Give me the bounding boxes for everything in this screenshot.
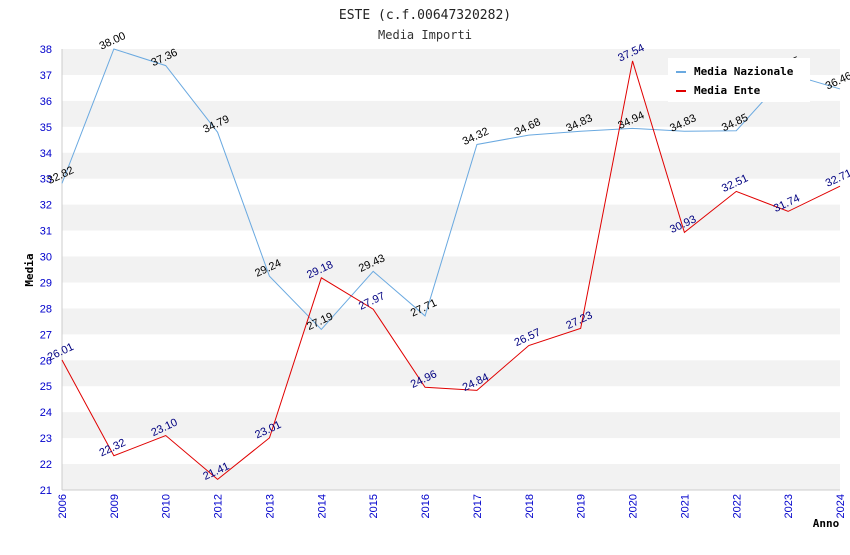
x-tick-label: 2009 xyxy=(109,494,121,518)
y-tick-label: 35 xyxy=(40,122,52,134)
legend-label-media-nazionale: Media Nazionale xyxy=(694,65,794,78)
y-tick-label: 26 xyxy=(40,355,52,367)
legend-background xyxy=(668,58,810,102)
x-tick-label: 2006 xyxy=(57,494,69,518)
y-tick-label: 31 xyxy=(40,226,52,238)
y-tick-label: 37 xyxy=(40,70,52,82)
grid-band xyxy=(62,412,840,439)
chart-title: ESTE (c.f.00647320282) xyxy=(339,8,511,23)
y-tick-label: 23 xyxy=(40,433,52,445)
grid-band xyxy=(62,204,840,231)
series-line-media-ente xyxy=(61,60,841,481)
y-axis-label: Media xyxy=(23,253,36,286)
y-tick-label: 29 xyxy=(40,277,52,289)
x-tick-label: 2013 xyxy=(264,494,276,518)
y-tick-label: 38 xyxy=(40,44,52,56)
y-tick-label: 30 xyxy=(40,252,52,264)
y-tick-label: 22 xyxy=(40,459,52,471)
grid-band xyxy=(62,256,840,283)
x-tick-label: 2024 xyxy=(835,494,847,518)
x-tick-label: 2020 xyxy=(628,494,640,518)
data-label: 34.32 xyxy=(461,125,491,148)
grid-band xyxy=(62,464,840,490)
x-tick-label: 2014 xyxy=(316,494,328,518)
y-tick-label: 28 xyxy=(40,303,52,315)
x-tick-label: 2015 xyxy=(368,494,380,518)
data-label: 32.82 xyxy=(46,164,76,187)
y-tick-label: 34 xyxy=(40,148,52,160)
legend-label-media-ente: Media Ente xyxy=(694,84,761,97)
y-tick-label: 25 xyxy=(40,381,52,393)
x-axis-label: Anno xyxy=(813,517,840,530)
y-tick-label: 33 xyxy=(40,174,52,186)
x-tick-label: 2010 xyxy=(161,494,173,518)
grid-band xyxy=(62,360,840,387)
y-tick-label: 24 xyxy=(40,407,52,419)
legend: Media Nazionale Media Ente xyxy=(668,58,810,102)
grid-band xyxy=(62,308,840,335)
x-tick-label: 2012 xyxy=(213,494,225,518)
data-label: 26.01 xyxy=(46,341,76,364)
y-tick-label: 27 xyxy=(40,329,52,341)
x-tick-label: 2019 xyxy=(576,494,588,518)
y-axis-ticks: 21 22 23 24 25 26 27 28 29 30 31 32 33 34 35 36 37 38 xyxy=(40,44,52,497)
series-lines xyxy=(61,48,841,481)
y-tick-label: 32 xyxy=(40,200,52,212)
x-tick-label: 2017 xyxy=(472,494,484,518)
grid-band xyxy=(62,152,840,179)
x-axis-ticks: 2006 2009 2010 2012 2013 2014 2015 2016 2017 2018… xyxy=(57,494,847,518)
x-tick-label: 2016 xyxy=(420,494,432,518)
series-line-media-nazionale xyxy=(61,48,841,331)
chart-subtitle: Media Importi xyxy=(378,28,472,42)
x-tick-label: 2022 xyxy=(731,494,743,518)
data-label: 22.32 xyxy=(98,437,128,460)
x-tick-label: 2021 xyxy=(679,494,691,518)
y-tick-label: 36 xyxy=(40,96,52,108)
x-tick-label: 2018 xyxy=(524,494,536,518)
grid-bands xyxy=(61,49,840,491)
x-tick-label: 2023 xyxy=(783,494,795,518)
grid-band xyxy=(62,100,840,127)
y-tick-label: 21 xyxy=(40,485,52,497)
